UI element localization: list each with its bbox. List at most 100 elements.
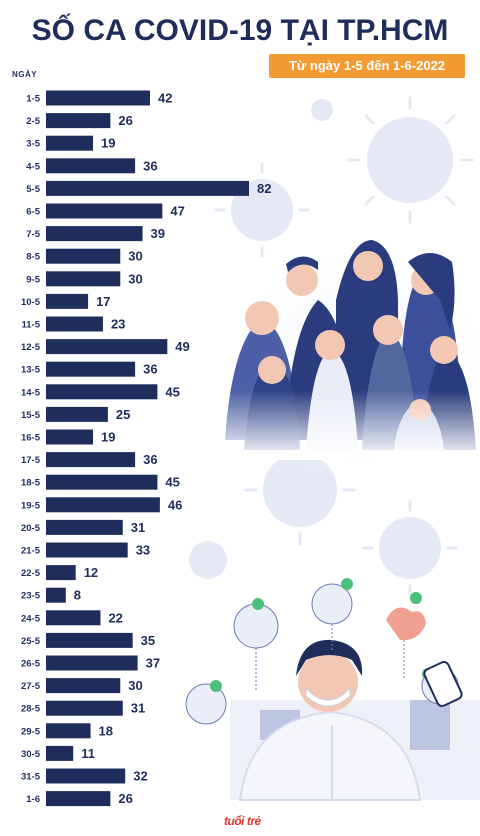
category-label-1-6: 1-6 [26, 794, 40, 805]
bar-28-5 [46, 700, 123, 716]
bar-13-5 [46, 361, 136, 377]
bar-27-5 [46, 678, 121, 694]
category-label-5-5: 5-5 [26, 184, 40, 195]
bar-7-5 [46, 226, 143, 242]
category-label-8-5: 8-5 [26, 252, 40, 263]
value-label-27-5: 30 [128, 678, 142, 693]
value-label-15-5: 25 [116, 407, 130, 422]
value-label-9-5: 30 [128, 271, 142, 286]
category-label-15-5: 15-5 [21, 410, 41, 421]
value-label-4-5: 36 [143, 158, 157, 173]
phone-icon [423, 661, 463, 707]
bar-10-5 [46, 293, 89, 309]
bar-19-5 [46, 497, 160, 513]
category-label-16-5: 16-5 [21, 433, 41, 444]
category-label-18-5: 18-5 [21, 478, 41, 489]
category-label-1-5: 1-5 [26, 94, 40, 105]
virus-icon [189, 99, 453, 579]
category-label-27-5: 27-5 [21, 681, 41, 692]
bar-24-5 [46, 610, 101, 626]
value-label-1-6: 26 [118, 791, 132, 806]
value-label-3-5: 19 [101, 136, 115, 151]
bar-22-5 [46, 565, 76, 581]
value-label-29-5: 18 [99, 723, 113, 738]
value-label-7-5: 39 [151, 226, 165, 241]
category-label-17-5: 17-5 [21, 455, 41, 466]
bar-15-5 [46, 406, 108, 422]
category-label-22-5: 22-5 [21, 568, 41, 579]
value-label-24-5: 22 [108, 610, 122, 625]
value-label-25-5: 35 [141, 633, 155, 648]
category-label-4-5: 4-5 [26, 161, 40, 172]
bar-9-5 [46, 271, 121, 287]
value-label-5-5: 82 [257, 181, 271, 196]
category-label-29-5: 29-5 [21, 726, 41, 737]
bar-16-5 [46, 429, 94, 445]
value-label-10-5: 17 [96, 294, 110, 309]
tuoi-tre-logo: tuổi trẻ [224, 814, 261, 828]
value-label-16-5: 19 [101, 430, 115, 445]
value-label-26-5: 37 [146, 656, 160, 671]
hands-icon [386, 607, 426, 641]
bar-6-5 [46, 203, 163, 219]
value-label-21-5: 33 [136, 543, 150, 558]
value-label-22-5: 12 [84, 565, 98, 580]
date-range-badge: Từ ngày 1-5 đến 1-6-2022 [269, 54, 465, 78]
category-label-21-5: 21-5 [21, 546, 41, 557]
value-label-1-5: 42 [158, 91, 172, 106]
category-label-30-5: 30-5 [21, 749, 41, 760]
value-label-18-5: 45 [165, 475, 179, 490]
bar-21-5 [46, 542, 128, 558]
bar-11-5 [46, 316, 103, 332]
category-label-26-5: 26-5 [21, 659, 41, 670]
category-label-14-5: 14-5 [21, 387, 41, 398]
category-label-28-5: 28-5 [21, 704, 41, 715]
bar-2-5 [46, 113, 111, 129]
category-label-2-5: 2-5 [26, 116, 40, 127]
bar-3-5 [46, 135, 94, 151]
bar-12-5 [46, 339, 168, 355]
value-label-20-5: 31 [131, 520, 145, 535]
doctor-illustration [230, 639, 480, 801]
y-axis-header: NGÀY [12, 70, 38, 79]
value-label-28-5: 31 [131, 701, 145, 716]
category-label-24-5: 24-5 [21, 613, 41, 624]
bar-26-5 [46, 655, 138, 671]
value-label-31-5: 32 [133, 769, 147, 784]
value-label-13-5: 36 [143, 362, 157, 377]
bar-29-5 [46, 723, 91, 739]
bar-1-6 [46, 791, 111, 807]
value-label-30-5: 11 [81, 746, 95, 761]
category-label-19-5: 19-5 [21, 500, 41, 511]
value-label-12-5: 49 [175, 339, 189, 354]
bar-14-5 [46, 384, 158, 400]
bar-1-5 [46, 90, 150, 106]
value-label-6-5: 47 [170, 204, 184, 219]
category-label-3-5: 3-5 [26, 139, 40, 150]
bar-25-5 [46, 632, 133, 648]
category-label-13-5: 13-5 [21, 365, 41, 376]
category-label-20-5: 20-5 [21, 523, 41, 534]
category-label-10-5: 10-5 [21, 297, 41, 308]
value-label-8-5: 30 [128, 249, 142, 264]
bar-31-5 [46, 768, 126, 784]
value-label-19-5: 46 [168, 497, 182, 512]
chart-title: SỐ CA COVID-19 TẠI TP.HCM [31, 14, 449, 47]
category-label-23-5: 23-5 [21, 591, 41, 602]
value-label-11-5: 23 [111, 317, 125, 332]
category-label-9-5: 9-5 [26, 274, 40, 285]
value-label-17-5: 36 [143, 452, 157, 467]
value-label-23-5: 8 [74, 588, 81, 603]
bar-30-5 [46, 745, 74, 761]
value-label-2-5: 26 [118, 113, 132, 128]
category-label-25-5: 25-5 [21, 636, 41, 647]
bar-8-5 [46, 248, 121, 264]
category-label-31-5: 31-5 [21, 772, 41, 783]
category-label-12-5: 12-5 [21, 342, 41, 353]
bar-20-5 [46, 519, 123, 535]
bar-18-5 [46, 474, 158, 490]
bar-4-5 [46, 158, 136, 174]
bar-23-5 [46, 587, 66, 603]
